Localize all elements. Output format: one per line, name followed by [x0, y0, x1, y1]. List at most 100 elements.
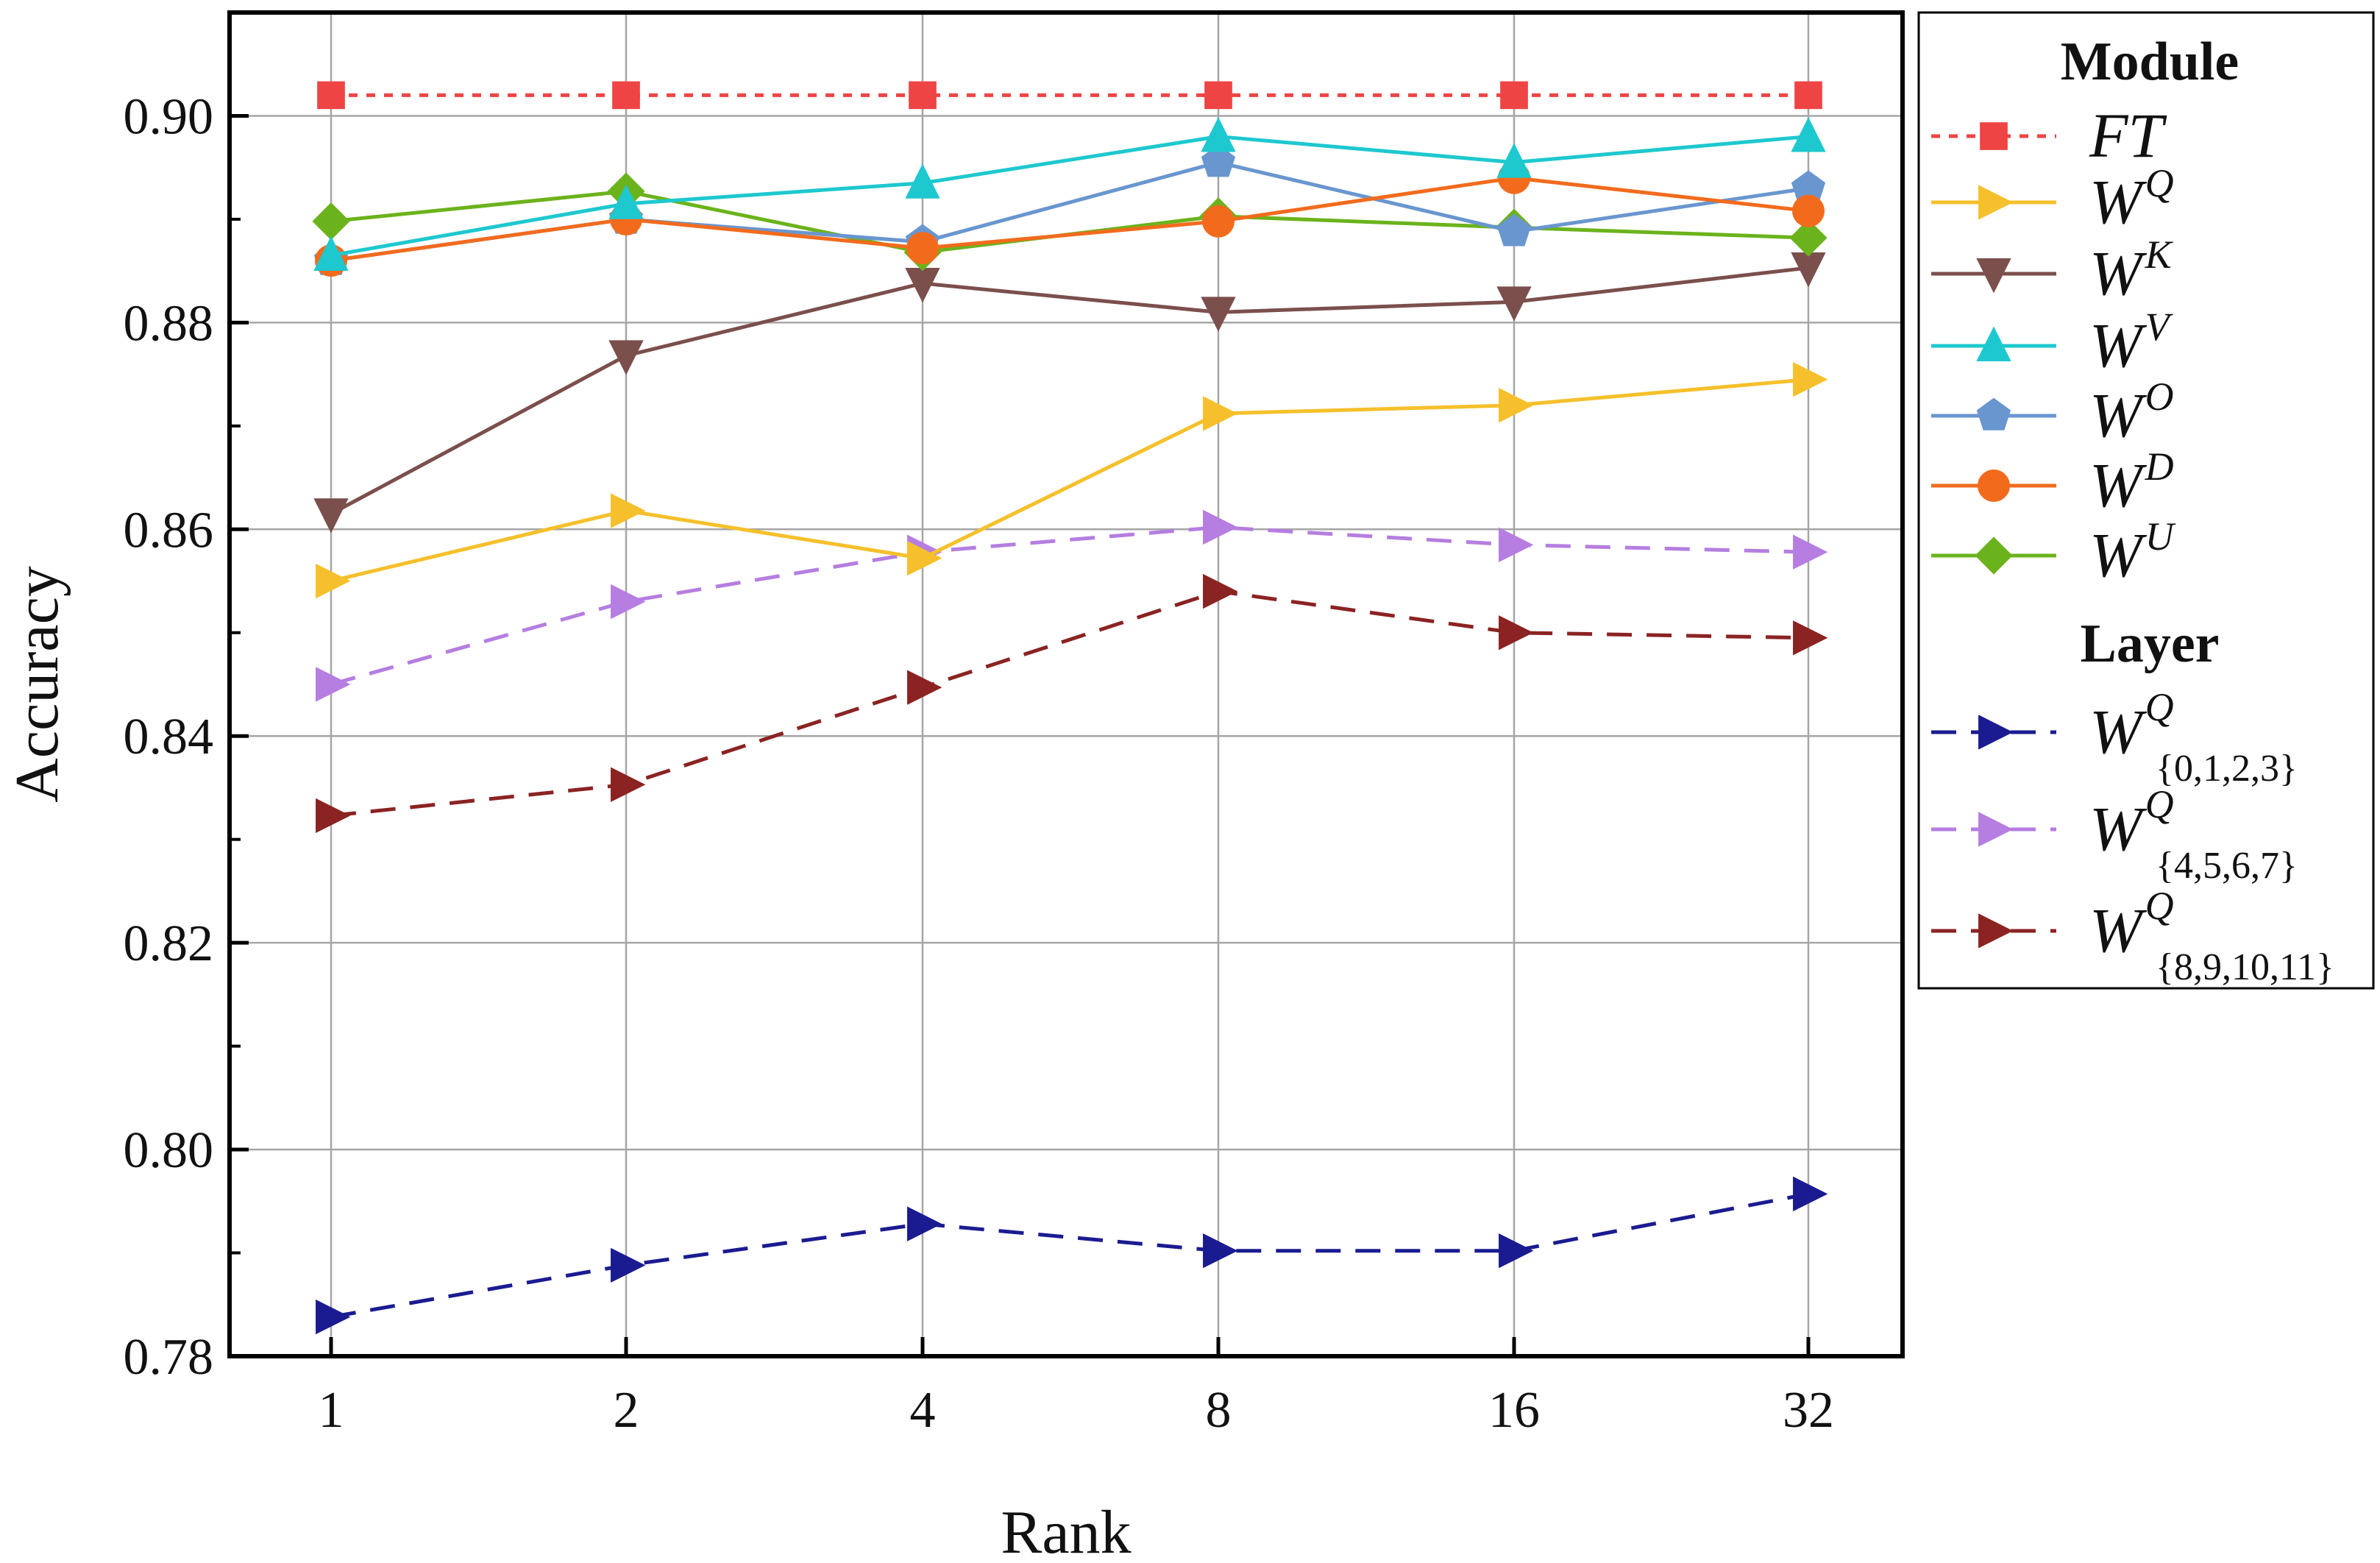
y-tick-label: 0.84 [124, 709, 214, 765]
y-axis-title: Accuracy [3, 566, 71, 803]
data-point [608, 340, 644, 375]
data-point [1793, 534, 1828, 570]
legend-label: WV [2089, 305, 2174, 380]
data-point [316, 667, 351, 702]
data-point [611, 493, 646, 528]
legend-item: WO [1931, 375, 2174, 450]
legend-marker [1976, 397, 2011, 430]
series-layer [312, 81, 1828, 1335]
y-tick-label: 0.82 [124, 915, 214, 972]
legend-heading: Module [2061, 32, 2239, 92]
data-point [906, 232, 939, 265]
data-point [1204, 81, 1232, 110]
series-line [330, 176, 1809, 263]
y-tick-label: 0.86 [124, 502, 214, 559]
data-point [316, 563, 351, 599]
legend-item: WV [1931, 305, 2174, 380]
data-point [907, 1206, 942, 1241]
data-point [1203, 573, 1238, 609]
legend-marker [1976, 326, 2011, 361]
data-point [1201, 144, 1236, 177]
data-point [1793, 361, 1828, 397]
legend-label: WD [2089, 444, 2174, 520]
x-tick-label: 8 [1206, 1382, 1232, 1439]
legend-label: WK [2089, 233, 2174, 308]
legend-item: WQ{0,1,2,3} [1931, 685, 2298, 790]
data-point [909, 81, 937, 110]
legend-subscript: {4,5,6,7} [2156, 845, 2298, 887]
data-point [1201, 297, 1236, 332]
data-point [313, 235, 349, 272]
data-point [1496, 213, 1532, 247]
y-tick-label: 0.78 [124, 1329, 214, 1386]
series-group [316, 1176, 1828, 1335]
data-point [611, 767, 646, 802]
legend-item: FT [1931, 100, 2167, 171]
legend-label: WQ [2089, 161, 2174, 237]
legend-subscript: {8,9,10,11} [2156, 946, 2334, 988]
data-point [1791, 117, 1826, 152]
series-line [330, 266, 1809, 516]
data-point [1496, 286, 1532, 322]
legend-item: WQ{4,5,6,7} [1931, 782, 2298, 887]
legend-marker [1978, 469, 2010, 502]
y-tick-label: 0.80 [124, 1122, 214, 1179]
data-point [612, 81, 640, 110]
legend-item: WQ{8,9,10,11} [1931, 884, 2334, 988]
data-point [317, 81, 345, 110]
series-group [316, 573, 1828, 834]
legend-marker [1978, 715, 2014, 750]
series-group [316, 361, 1828, 599]
legend-marker [1976, 258, 2011, 294]
series-group [315, 161, 1825, 277]
x-tick-label: 1 [319, 1382, 344, 1439]
data-point [1203, 509, 1238, 545]
legend-item: WQ [1931, 161, 2174, 237]
series-line [330, 525, 1809, 687]
series-group [317, 81, 1822, 110]
legend-marker [1975, 536, 2013, 575]
data-point [611, 584, 646, 620]
data-point [316, 1299, 351, 1335]
x-tick-label: 16 [1488, 1382, 1540, 1439]
data-point [1793, 620, 1828, 656]
y-tick-label: 0.88 [124, 295, 214, 352]
data-point [1792, 194, 1825, 227]
y-tick-label: 0.90 [124, 88, 214, 145]
series-line [330, 589, 1809, 818]
x-axis-title: Rank [1001, 1498, 1131, 1563]
data-point [1202, 205, 1235, 238]
legend-label: WO [2089, 375, 2174, 450]
axes: 0.78 0.80 0.82 0.84 0.86 0.88 0.90 1 2 4 8 16 32 [124, 88, 1835, 1439]
series-group [316, 509, 1828, 702]
data-point [608, 184, 644, 219]
data-point [905, 163, 940, 199]
data-point [1496, 143, 1532, 178]
data-point [1499, 388, 1534, 423]
data-point [907, 670, 942, 705]
plot-frame [227, 10, 1905, 1358]
x-tick-label: 32 [1783, 1382, 1834, 1439]
legend-marker [1978, 913, 2014, 949]
legend-item: WU [1931, 514, 2176, 590]
legend-marker [1978, 185, 2014, 220]
data-point [1793, 1176, 1828, 1212]
data-point [1203, 1233, 1238, 1269]
x-tick-label: 4 [910, 1382, 936, 1439]
legend-label: WQ [2089, 782, 2174, 864]
series-group [313, 117, 1826, 272]
data-point [1499, 527, 1534, 563]
legend-item: WD [1931, 444, 2174, 520]
data-point [611, 1247, 646, 1283]
data-point [1201, 117, 1236, 152]
data-point [1499, 615, 1534, 651]
legend-label: WQ [2089, 884, 2174, 965]
data-point [1500, 81, 1528, 110]
data-point [313, 498, 349, 534]
legend-label: WU [2089, 514, 2176, 590]
data-point [316, 798, 351, 834]
data-point [1789, 219, 1827, 257]
x-tick-label: 2 [614, 1382, 639, 1439]
legend-label: FT [2089, 100, 2167, 171]
